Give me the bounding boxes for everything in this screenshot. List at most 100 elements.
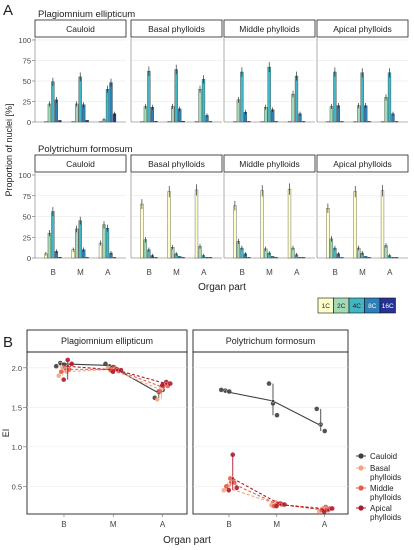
bar-16c: [301, 257, 306, 259]
x-tick-label: A: [387, 268, 393, 277]
point-apical-phylloids: [321, 509, 327, 514]
x-tick-label: B: [333, 268, 338, 277]
facet-strip: [316, 154, 409, 173]
y-axis-title-a: Proportion of nuclei [%]: [4, 103, 14, 196]
bar-16c: [85, 120, 89, 123]
facet-strip: [130, 19, 223, 38]
facet-strip: [34, 19, 127, 38]
bar-4c: [360, 72, 364, 123]
mean-cauloid: [318, 423, 323, 428]
line-apical-phylloids: [232, 477, 329, 511]
bar-16c: [274, 257, 278, 259]
point-apical-phylloids: [226, 487, 232, 493]
point-apical-phylloids: [110, 369, 116, 375]
bar-16c: [208, 121, 213, 123]
bar-2c: [384, 97, 388, 123]
bar-16c: [367, 257, 371, 259]
bar-2c: [236, 99, 241, 123]
bar-1c: [140, 121, 144, 123]
bar-4c: [240, 71, 244, 123]
bar-1c: [260, 190, 264, 259]
point-apical-phylloids: [118, 367, 124, 373]
bar-4c: [78, 76, 82, 123]
legend-label-8c: 8C: [368, 303, 377, 310]
point-cauloid: [226, 389, 232, 394]
mean-apical-phylloids: [230, 476, 235, 481]
point-cauloid: [274, 412, 280, 418]
point-apical-phylloids: [329, 506, 335, 511]
mean-apical-phylloids: [65, 364, 70, 369]
y-tick-label: 50: [23, 77, 31, 86]
point-apical-phylloids: [167, 381, 173, 386]
y-tick-label: 0: [27, 118, 31, 127]
y-tick-label: 25: [23, 98, 31, 107]
facet-strip-label: Basal phylloids: [148, 24, 205, 34]
facet-strip: [130, 154, 223, 173]
bar-4c: [105, 227, 110, 259]
point-middle-phylloids: [157, 389, 163, 394]
bar-16c: [247, 257, 251, 259]
legend-label-middle-phylloids: phylloids: [370, 493, 401, 502]
y-tick-label: 1.0: [12, 443, 22, 452]
facet-strip-label: Plagiomnium ellipticum: [61, 336, 153, 346]
legend-label-basal-phylloids: Basal: [370, 464, 390, 473]
x-tick-label: A: [160, 520, 166, 529]
bar-1c: [233, 205, 237, 259]
x-tick-label: M: [266, 268, 273, 277]
bar-4c: [78, 220, 82, 259]
bar-2c: [329, 238, 334, 259]
bar-8c: [54, 99, 59, 123]
bar-16c: [112, 257, 117, 259]
bar-4c: [105, 89, 110, 123]
bar-2c: [291, 93, 295, 123]
facet-strip-label: Apical phylloids: [333, 24, 392, 34]
x-tick-label: M: [173, 268, 180, 277]
y-tick-label: 0: [27, 254, 31, 263]
bar-16c: [340, 257, 344, 259]
bar-1c: [260, 121, 264, 123]
bar-1c: [326, 121, 330, 123]
point-middle-phylloids: [58, 369, 64, 375]
legend-marker-cauloid: [358, 453, 364, 459]
bar-1c: [380, 121, 385, 123]
point-cauloid: [314, 406, 320, 412]
bar-4c: [51, 211, 55, 259]
facet-strip: [223, 154, 316, 173]
facet-strip: [34, 154, 127, 173]
legend-marker-apical-phylloids: [358, 505, 364, 511]
bar-1c: [98, 121, 103, 123]
legend-marker-basal-phylloids: [358, 465, 364, 471]
y-tick-label: 1.5: [12, 403, 22, 412]
point-apical-phylloids: [61, 377, 67, 382]
facet-plot-frame: [192, 351, 349, 515]
bar-16c: [274, 121, 278, 123]
mean-apical-phylloids: [278, 502, 283, 507]
point-apical-phylloids: [282, 502, 287, 507]
x-tick-label: A: [294, 268, 300, 277]
bar-4c: [147, 70, 151, 123]
y-tick-label: 75: [23, 192, 31, 201]
x-tick-label: B: [51, 268, 56, 277]
legend-label-basal-phylloids: phylloids: [370, 473, 401, 482]
legend-swatch-16c: [379, 297, 396, 314]
bar-1c: [326, 208, 330, 259]
y-tick-label: 100: [18, 36, 31, 45]
bar-16c: [247, 121, 251, 123]
bar-1c: [71, 121, 75, 123]
bar-16c: [181, 257, 185, 259]
legend-label-2c: 2C: [337, 303, 346, 310]
bar-4c: [294, 75, 299, 123]
point-cauloid: [322, 428, 328, 434]
mean-apical-phylloids: [164, 381, 169, 386]
point-apical-phylloids: [274, 503, 279, 509]
y-tick-label: 0.5: [12, 482, 22, 491]
facet-strip: [316, 19, 409, 38]
legend-label-cauloid: Cauloid: [370, 452, 397, 461]
point-apical-phylloids: [230, 452, 236, 458]
facet-plot-frame: [26, 351, 188, 515]
x-tick-label: M: [273, 520, 280, 529]
bar-1c: [380, 190, 385, 259]
x-tick-label: B: [240, 268, 245, 277]
bar-1c: [140, 203, 144, 259]
